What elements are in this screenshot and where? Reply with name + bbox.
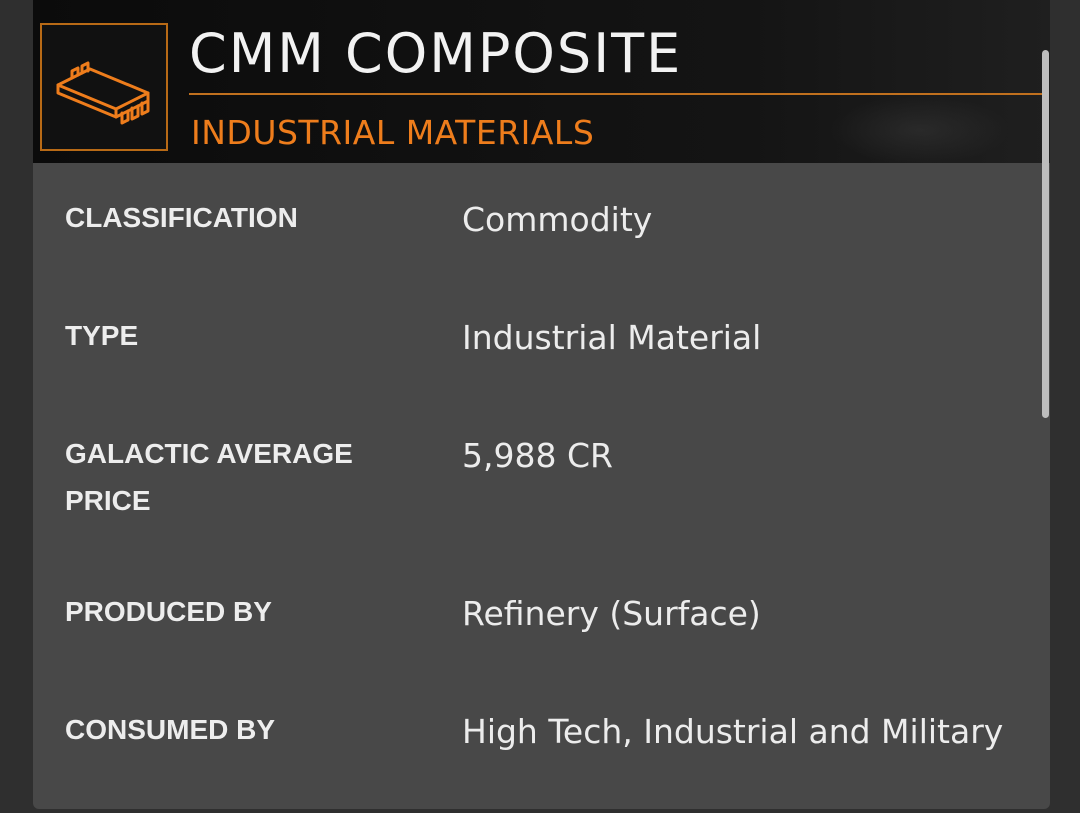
detail-label: GALACTIC AVERAGE PRICE [65, 438, 353, 516]
scrollbar-thumb[interactable] [1042, 50, 1049, 418]
detail-value: High Tech, Industrial and Military [462, 712, 1004, 751]
detail-value: 5,988 CR [462, 436, 613, 475]
microchip-icon [56, 61, 150, 125]
detail-label: CONSUMED BY [65, 714, 276, 745]
commodity-header: CMM COMPOSITE INDUSTRIAL MATERIALS [33, 0, 1050, 163]
detail-label: CLASSIFICATION [65, 202, 298, 233]
detail-value: Industrial Material [462, 318, 762, 357]
title-divider [189, 93, 1042, 95]
commodity-icon-frame [40, 23, 168, 151]
detail-label: PRODUCED BY [65, 596, 272, 627]
detail-value: Commodity [462, 200, 653, 239]
details-panel: CLASSIFICATION Commodity TYPE Industrial… [33, 163, 1050, 809]
detail-label: TYPE [65, 320, 139, 351]
commodity-category: INDUSTRIAL MATERIALS [191, 113, 595, 152]
commodity-title: CMM COMPOSITE [189, 22, 683, 85]
detail-value: Refinery (Surface) [462, 594, 761, 633]
